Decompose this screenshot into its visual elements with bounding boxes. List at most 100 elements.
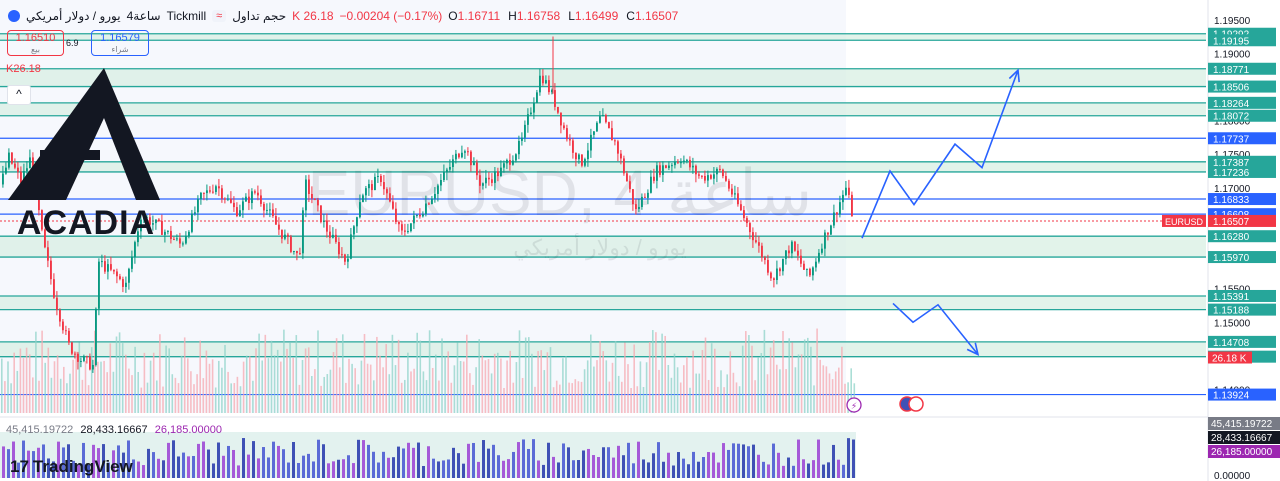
- indicator-bar: [157, 458, 160, 478]
- volume-bar: [78, 342, 81, 413]
- level-tag[interactable]: [1208, 303, 1276, 316]
- indicator-bar: [47, 458, 50, 478]
- volume-bar: [69, 373, 71, 413]
- level-tag[interactable]: [1208, 109, 1276, 122]
- candle-body: [281, 229, 283, 239]
- broker-label[interactable]: Tickmill: [166, 9, 207, 23]
- candle-body: [17, 167, 19, 172]
- candle-body: [302, 210, 304, 254]
- candle-body: [629, 181, 631, 190]
- lightning-icon[interactable]: [846, 397, 862, 413]
- level-tag[interactable]: [1208, 335, 1276, 348]
- volume-bar: [549, 347, 552, 413]
- collapse-legend-button[interactable]: ^: [7, 85, 31, 105]
- indicator-bar: [597, 457, 600, 478]
- volume-bar: [413, 368, 415, 413]
- candle-body: [11, 152, 13, 164]
- indicator-bar: [352, 463, 355, 478]
- indicator-value-1: 45,415.19722: [6, 424, 74, 436]
- indicator-bar: [657, 442, 660, 478]
- level-tag[interactable]: [1208, 80, 1276, 93]
- level-tag[interactable]: [1208, 155, 1276, 168]
- candle-body: [842, 194, 844, 203]
- volume-bar: [444, 356, 446, 413]
- interval-label[interactable]: 4ساعة: [126, 9, 161, 23]
- current-price-tag[interactable]: [1208, 214, 1276, 227]
- hide-legend-icon[interactable]: ≈: [212, 10, 227, 22]
- volume-bar: [171, 374, 174, 413]
- symbol-description[interactable]: يورو / دولار أمريكي: [26, 9, 121, 23]
- indicator-bar: [152, 452, 155, 478]
- candle-body: [293, 250, 295, 252]
- indicator-bar: [397, 446, 400, 478]
- level-tag[interactable]: [1208, 132, 1276, 145]
- candle-body: [635, 204, 637, 210]
- volume-bar: [475, 367, 477, 413]
- buy-label: شراء: [111, 45, 129, 54]
- sell-price: 1.16510: [15, 32, 56, 44]
- level-tag[interactable]: [1208, 193, 1276, 206]
- projection-up-path[interactable]: [861, 69, 1019, 239]
- volume-bar: [400, 382, 403, 413]
- candle-body: [680, 162, 682, 164]
- volume-bar: [599, 341, 601, 413]
- candle-body: [122, 279, 124, 287]
- sell-button[interactable]: 1.16510 بيع: [7, 30, 64, 56]
- volume-bar: [506, 360, 508, 413]
- volume-bar: [528, 337, 530, 413]
- indicator-bar: [122, 452, 125, 478]
- projection-down-path[interactable]: [892, 302, 979, 356]
- volume-bar: [252, 380, 254, 413]
- candle-body: [659, 165, 661, 175]
- indicator-bar: [302, 455, 305, 478]
- event-flag-icon-2[interactable]: [908, 396, 924, 412]
- volume-bar: [621, 381, 623, 413]
- candle-body: [377, 175, 379, 177]
- indicator-bar: [67, 444, 70, 478]
- level-tag[interactable]: [1208, 34, 1276, 47]
- volume-bar: [35, 331, 37, 413]
- volume-bar: [373, 380, 375, 413]
- indicator-axis-tag: [1208, 431, 1280, 444]
- indicator-bar: [532, 439, 535, 478]
- candle-body: [269, 209, 271, 211]
- candle-body: [725, 176, 727, 181]
- level-tag[interactable]: [1208, 230, 1276, 243]
- candle-body: [578, 154, 580, 160]
- level-tag[interactable]: [1208, 388, 1276, 401]
- volume-bar: [481, 355, 484, 413]
- volume-bar: [760, 353, 763, 413]
- indicator-bar: [347, 455, 350, 478]
- volume-bar: [534, 386, 536, 413]
- indicator-bar: [182, 452, 185, 478]
- tradingview-logo[interactable]: 17 TradingView: [10, 457, 133, 477]
- indicator-axis-tag: [1208, 417, 1280, 430]
- level-tag[interactable]: [1208, 165, 1276, 178]
- price-tick-label: 1.15000: [1214, 318, 1251, 329]
- candle-body: [215, 186, 217, 192]
- volume-bar: [174, 377, 177, 413]
- candle-body: [140, 219, 142, 232]
- candle-body: [698, 174, 700, 176]
- level-tag[interactable]: [1208, 289, 1276, 302]
- indicator-bar: [617, 445, 620, 478]
- level-tag[interactable]: [1208, 62, 1276, 75]
- volume-bar: [652, 330, 654, 413]
- indicator-bar: [97, 448, 100, 478]
- level-tag[interactable]: [1208, 251, 1276, 264]
- indicator-bar: [27, 450, 30, 478]
- candle-body: [143, 217, 145, 220]
- candle-body: [5, 167, 7, 174]
- indicator-axis-label: 26,185.00000: [1211, 447, 1273, 458]
- candle-body: [686, 159, 688, 161]
- zone-5: [0, 295, 1206, 310]
- volume-bar: [531, 353, 533, 413]
- level-tag[interactable]: [1208, 96, 1276, 109]
- buy-button[interactable]: 1.16579 شراء: [91, 30, 149, 56]
- indicator-bar: [42, 444, 45, 478]
- candle-body: [110, 264, 112, 270]
- indicator-bar: [437, 461, 440, 478]
- candle-body: [665, 165, 667, 168]
- volume-bar: [379, 355, 381, 413]
